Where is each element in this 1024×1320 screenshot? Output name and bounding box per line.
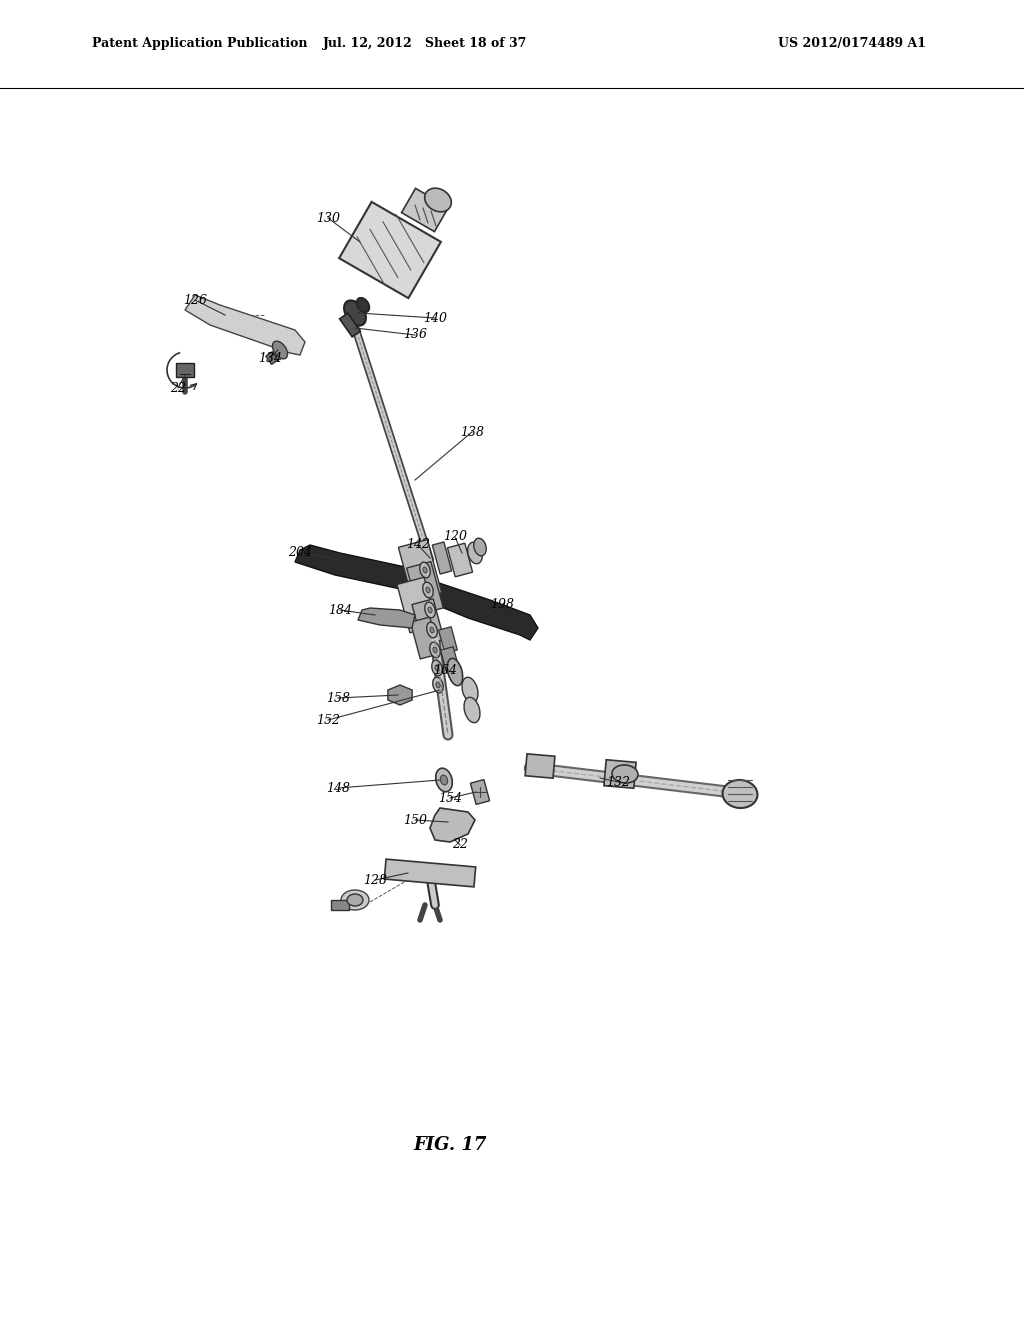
Ellipse shape xyxy=(356,298,370,313)
Text: 138: 138 xyxy=(460,425,484,438)
Ellipse shape xyxy=(612,766,638,783)
Text: US 2012/0174489 A1: US 2012/0174489 A1 xyxy=(778,37,927,50)
Polygon shape xyxy=(295,545,415,590)
Text: 158: 158 xyxy=(326,692,350,705)
Polygon shape xyxy=(430,808,475,842)
Bar xyxy=(340,313,360,337)
Bar xyxy=(525,754,555,779)
Bar xyxy=(432,543,452,574)
Bar xyxy=(266,351,279,364)
Text: 184: 184 xyxy=(328,603,352,616)
Ellipse shape xyxy=(428,607,432,612)
Ellipse shape xyxy=(432,660,442,676)
Ellipse shape xyxy=(447,659,463,685)
Bar xyxy=(339,202,441,298)
Bar xyxy=(401,189,449,231)
Ellipse shape xyxy=(430,642,440,657)
Text: 22: 22 xyxy=(452,838,468,851)
Text: 164: 164 xyxy=(433,664,457,676)
Text: 136: 136 xyxy=(403,329,427,342)
Text: 126: 126 xyxy=(183,293,207,306)
Ellipse shape xyxy=(440,775,447,785)
Text: 150: 150 xyxy=(403,813,427,826)
Ellipse shape xyxy=(427,622,437,638)
Ellipse shape xyxy=(341,890,369,909)
Text: 134: 134 xyxy=(258,351,282,364)
Ellipse shape xyxy=(423,582,433,598)
Ellipse shape xyxy=(462,677,478,702)
Bar xyxy=(407,561,443,614)
Ellipse shape xyxy=(435,665,439,671)
Bar xyxy=(412,599,444,645)
Text: 142: 142 xyxy=(406,539,430,552)
Bar xyxy=(411,616,439,659)
Ellipse shape xyxy=(347,894,362,906)
Polygon shape xyxy=(358,609,415,628)
Polygon shape xyxy=(185,294,305,355)
Ellipse shape xyxy=(425,189,452,211)
Bar xyxy=(470,780,489,804)
Polygon shape xyxy=(415,579,538,640)
Ellipse shape xyxy=(272,341,288,359)
Bar xyxy=(438,627,458,653)
Text: 120: 120 xyxy=(443,531,467,544)
Ellipse shape xyxy=(723,780,758,808)
Bar xyxy=(440,647,460,673)
Text: 130: 130 xyxy=(316,211,340,224)
Ellipse shape xyxy=(474,539,486,556)
Text: Patent Application Publication: Patent Application Publication xyxy=(92,37,307,50)
Text: 128: 128 xyxy=(362,874,387,887)
Ellipse shape xyxy=(433,647,437,653)
Ellipse shape xyxy=(433,677,443,693)
Text: 148: 148 xyxy=(326,781,350,795)
Text: FIG. 17: FIG. 17 xyxy=(414,1137,486,1154)
Ellipse shape xyxy=(464,697,480,723)
Ellipse shape xyxy=(426,587,430,593)
Ellipse shape xyxy=(436,682,440,688)
Polygon shape xyxy=(388,685,412,705)
Bar xyxy=(397,577,437,632)
Text: 198: 198 xyxy=(490,598,514,611)
Bar xyxy=(384,859,476,887)
Text: Jul. 12, 2012   Sheet 18 of 37: Jul. 12, 2012 Sheet 18 of 37 xyxy=(323,37,527,50)
Text: 140: 140 xyxy=(423,312,447,325)
Bar xyxy=(447,544,472,577)
Bar xyxy=(398,540,441,601)
Ellipse shape xyxy=(344,301,366,326)
Bar xyxy=(176,363,194,378)
Bar xyxy=(331,900,349,909)
Ellipse shape xyxy=(423,568,427,573)
Text: 204: 204 xyxy=(288,545,312,558)
Text: 132: 132 xyxy=(606,776,630,788)
Ellipse shape xyxy=(420,562,430,578)
Ellipse shape xyxy=(425,602,435,618)
Bar xyxy=(604,760,636,788)
Ellipse shape xyxy=(468,543,482,564)
Ellipse shape xyxy=(430,627,434,634)
Text: 152: 152 xyxy=(316,714,340,726)
Text: 154: 154 xyxy=(438,792,462,804)
Text: 22: 22 xyxy=(170,381,186,395)
Ellipse shape xyxy=(435,768,453,792)
